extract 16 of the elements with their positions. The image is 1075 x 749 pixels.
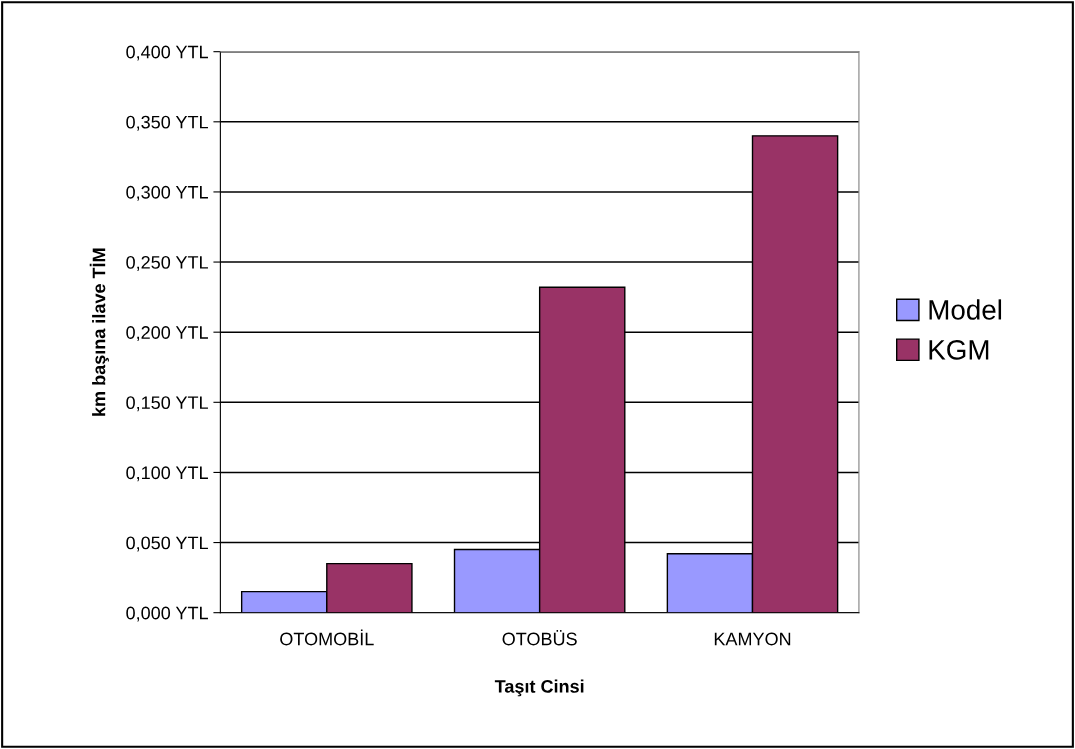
- y-tick-label: 0,300 YTL: [126, 185, 208, 201]
- y-tick-label: 0,200 YTL: [126, 326, 208, 342]
- y-tick-label: 0,150 YTL: [126, 396, 208, 412]
- y-tick-label: 0,250 YTL: [126, 255, 208, 271]
- y-tick-label: 0,050 YTL: [126, 536, 208, 552]
- y-axis-title: km başına ilave TİM: [89, 248, 109, 416]
- y-tick-label: 0,100 YTL: [126, 466, 208, 482]
- y-tick-label: 0,400 YTL: [126, 45, 208, 61]
- legend-label: KGM: [929, 340, 989, 360]
- x-tick-label: KAMYON: [714, 632, 791, 646]
- y-tick-label: 0,000 YTL: [126, 606, 208, 622]
- y-tick-label: 0,350 YTL: [126, 115, 208, 131]
- legend-label: Model: [929, 299, 1002, 320]
- x-tick-label: OTOMOBİL: [280, 629, 374, 646]
- x-tick-label: OTOBÜS: [502, 630, 577, 646]
- x-axis-title: Taşıt Cinsi: [494, 679, 584, 697]
